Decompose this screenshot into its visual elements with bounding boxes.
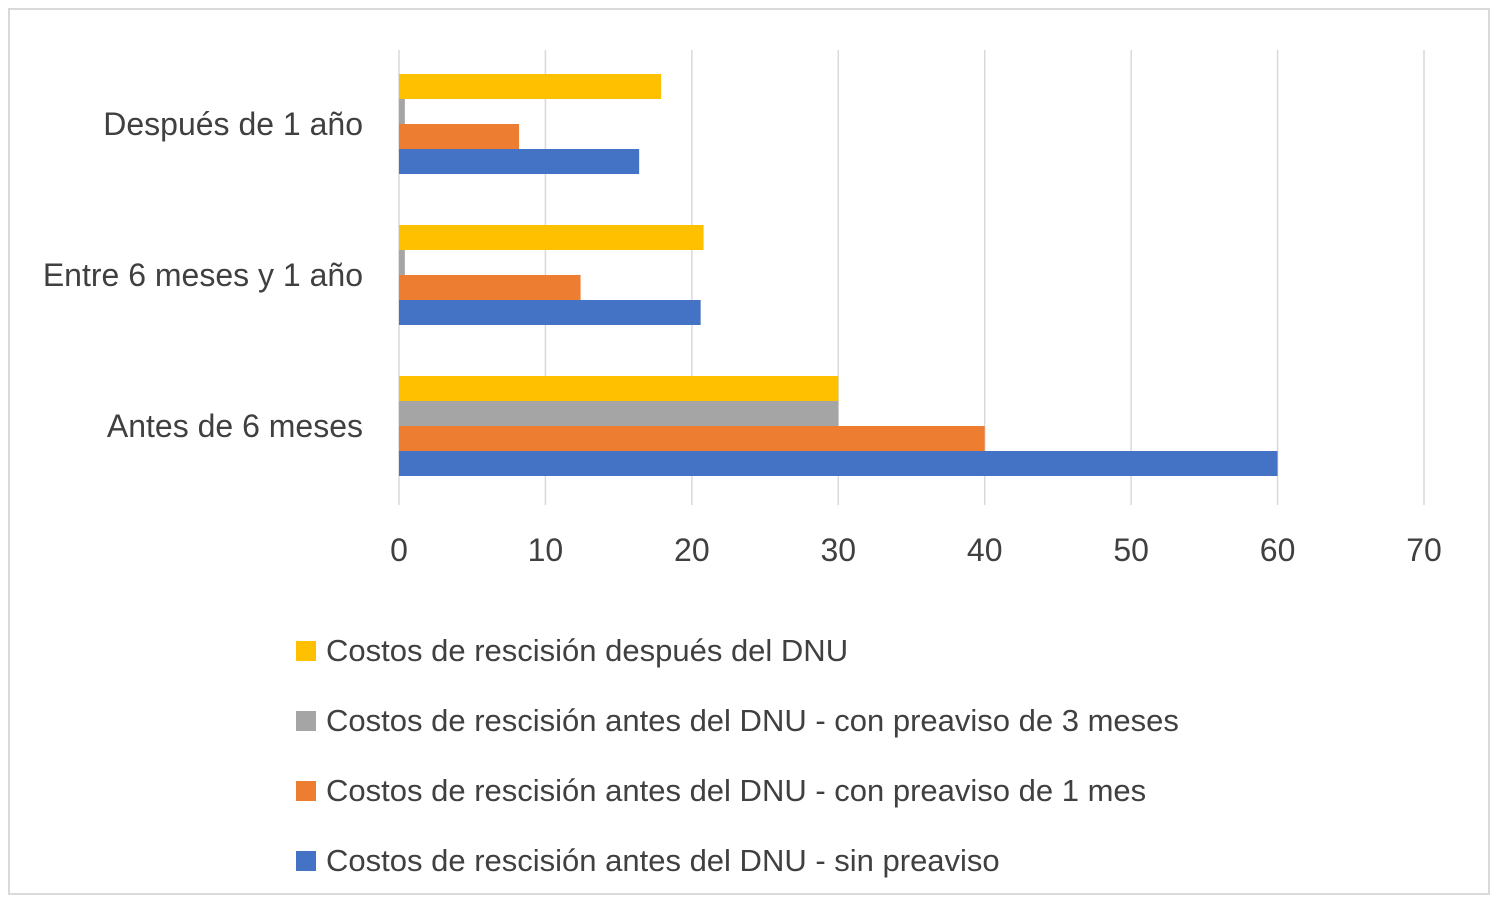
bar (399, 74, 662, 99)
bars (399, 74, 1278, 476)
legend-label: Costos de rescisión después del DNU (326, 633, 849, 668)
legend-swatch (296, 781, 316, 801)
category-labels: Antes de 6 meses Entre 6 meses y 1 año Des… (43, 106, 363, 444)
x-axis-ticks: 0 10 20 30 40 50 60 70 (390, 532, 1442, 568)
category-label: Entre 6 meses y 1 año (43, 257, 363, 293)
bar (399, 124, 520, 149)
category-label: Después de 1 año (103, 106, 363, 142)
legend-swatch (296, 851, 316, 871)
legend: Costos de rescisión después del DNU Costo… (296, 616, 1179, 896)
bar (399, 401, 839, 426)
bar (399, 426, 985, 451)
x-tick-label: 70 (1406, 532, 1442, 568)
gridlines (398, 50, 1425, 505)
x-tick-label: 20 (674, 532, 710, 568)
legend-item: Costos de rescisión antes del DNU - sin … (296, 826, 1179, 896)
chart-frame: Antes de 6 meses Entre 6 meses y 1 año Des… (8, 8, 1490, 895)
legend-swatch (296, 641, 316, 661)
legend-label: Costos de rescisión antes del DNU - con … (326, 703, 1179, 738)
bar (399, 250, 405, 275)
x-tick-label: 40 (967, 532, 1003, 568)
x-tick-label: 0 (390, 532, 408, 568)
bar (399, 275, 581, 300)
bar-chart: Antes de 6 meses Entre 6 meses y 1 año Des… (43, 50, 1442, 568)
x-tick-label: 50 (1113, 532, 1149, 568)
legend-item: Costos de rescisión antes del DNU - con … (296, 756, 1179, 826)
bar (399, 300, 701, 325)
x-tick-label: 60 (1260, 532, 1296, 568)
bar (399, 225, 704, 250)
bar (399, 451, 1278, 476)
legend-item: Costos de rescisión antes del DNU - con … (296, 686, 1179, 756)
legend-label: Costos de rescisión antes del DNU - sin … (326, 843, 1000, 878)
category-label: Antes de 6 meses (107, 408, 363, 444)
legend-item: Costos de rescisión después del DNU (296, 616, 1179, 686)
legend-swatch (296, 711, 316, 731)
x-tick-label: 30 (820, 532, 856, 568)
x-tick-label: 10 (528, 532, 564, 568)
bar (399, 149, 640, 174)
legend-label: Costos de rescisión antes del DNU - con … (326, 773, 1147, 808)
bar (399, 99, 405, 124)
bar (399, 376, 839, 401)
